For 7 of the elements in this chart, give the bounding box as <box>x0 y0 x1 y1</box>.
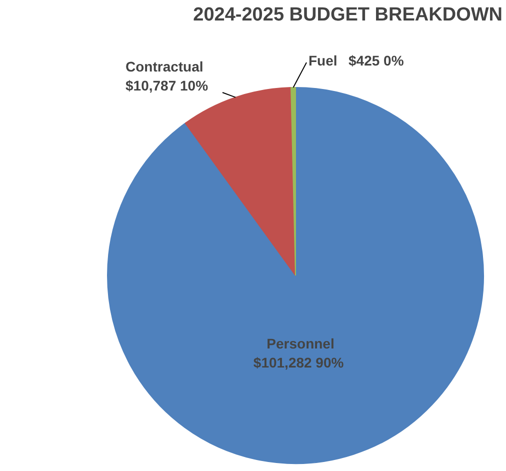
data-label: $425 0% <box>348 52 404 68</box>
chart-title: 2024-2025 BUDGET BREAKDOWN <box>193 4 503 26</box>
data-label: $10,787 10% <box>126 78 209 94</box>
slice-label: Contractual <box>126 58 204 74</box>
slice-label: Fuel <box>308 52 338 68</box>
slice-label: Personnel <box>266 336 334 352</box>
data-label: $101,282 90% <box>253 354 344 370</box>
